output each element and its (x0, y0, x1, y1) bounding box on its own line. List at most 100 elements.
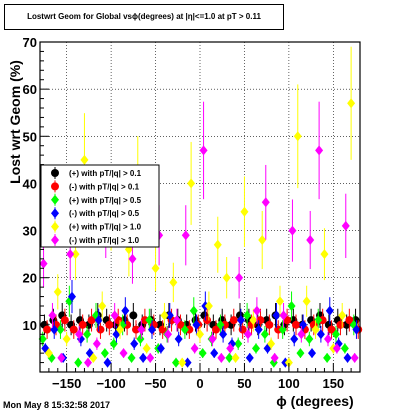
data-point (180, 324, 189, 335)
data-point (69, 325, 78, 334)
data-point (345, 316, 354, 325)
data-point (87, 316, 96, 325)
y-tick-label: 50 (23, 129, 37, 144)
data-point (265, 320, 274, 329)
data-point (243, 310, 252, 321)
data-point (296, 348, 305, 359)
data-point (137, 324, 146, 335)
data-point (185, 325, 194, 334)
data-point (56, 324, 65, 335)
data-point (340, 343, 349, 354)
data-point (89, 352, 98, 363)
legend-label: (+) with pT/|q| > 1.0 (69, 223, 142, 232)
legend-label: (-) with pT/|q| > 1.0 (69, 236, 140, 245)
y-tick-label: 30 (23, 224, 37, 239)
data-point (183, 357, 192, 368)
data-point (75, 329, 84, 340)
data-point (199, 145, 208, 156)
data-point (261, 197, 270, 208)
legend-marker (51, 235, 59, 245)
data-point (258, 235, 267, 245)
data-point (151, 263, 160, 274)
data-point (148, 324, 156, 335)
data-point (236, 315, 245, 326)
data-point (318, 316, 327, 325)
data-point (204, 301, 213, 311)
data-point (276, 296, 284, 307)
data-point (323, 352, 332, 363)
y-tick-label: 70 (23, 35, 37, 50)
data-point (325, 305, 334, 316)
chart-title: Lostwrt Geom for Global vsϕ(degrees) at … (27, 12, 261, 21)
data-point (244, 329, 252, 340)
data-point (142, 343, 151, 354)
data-point (127, 352, 136, 363)
data-point (260, 329, 269, 340)
legend-label: (-) with pT/|q| > 0.5 (69, 209, 140, 218)
data-point (109, 338, 118, 349)
data-point (146, 352, 155, 363)
data-point (238, 325, 247, 334)
data-point (160, 310, 169, 321)
data-point (174, 334, 183, 344)
data-point (136, 334, 145, 344)
data-point (119, 348, 128, 359)
y-tick-label: 20 (23, 271, 37, 286)
data-point (213, 239, 222, 250)
data-point (290, 334, 299, 344)
data-point (203, 316, 212, 325)
data-point (279, 310, 288, 321)
data-point (270, 352, 279, 363)
data-point (231, 352, 240, 363)
data-point (284, 357, 293, 368)
data-point (267, 338, 276, 349)
data-point (338, 310, 347, 321)
data-point (110, 310, 119, 321)
data-point (272, 310, 281, 321)
legend: (+) with pT/|q| > 0.1 (-) with pT/|q| > 0… (40, 164, 160, 248)
series-5 (44, 46, 356, 368)
data-point (347, 98, 356, 109)
x-axis-title: ϕ (degrees) (276, 393, 353, 409)
data-point (130, 338, 139, 349)
x-tick-label: 0 (196, 376, 203, 391)
data-point (80, 154, 89, 165)
data-point (316, 329, 325, 340)
legend-marker (51, 182, 59, 191)
data-point (39, 258, 48, 269)
data-point (311, 324, 320, 335)
x-tick-label: −150 (52, 376, 81, 391)
data-point (169, 277, 178, 288)
data-point (57, 352, 66, 363)
data-point (84, 357, 92, 368)
series-2 (43, 308, 363, 339)
data-point (98, 301, 107, 311)
y-tick-label: 40 (23, 176, 37, 191)
x-tick-label: 150 (322, 376, 344, 391)
legend-marker (51, 208, 59, 219)
data-point (234, 338, 243, 349)
data-point (100, 348, 109, 359)
data-point (192, 319, 201, 330)
legend-marker (51, 169, 59, 177)
data-marks (38, 46, 363, 368)
data-point (336, 320, 345, 329)
data-point (66, 249, 75, 260)
data-point (178, 357, 187, 368)
data-point (306, 235, 315, 245)
data-point (217, 352, 226, 363)
data-point (44, 348, 53, 359)
data-point (198, 348, 207, 359)
data-point (327, 325, 336, 334)
data-point (139, 352, 148, 363)
title-box: Lostwrt Geom for Global vsϕ(degrees) at … (4, 4, 284, 30)
data-point (254, 324, 263, 335)
data-point (216, 319, 225, 330)
data-point (208, 334, 217, 344)
data-point (226, 343, 235, 354)
data-point (352, 324, 361, 335)
legend-label: (-) with pT/|q| > 0.1 (69, 182, 140, 191)
data-point (71, 249, 80, 260)
data-point (68, 291, 76, 302)
